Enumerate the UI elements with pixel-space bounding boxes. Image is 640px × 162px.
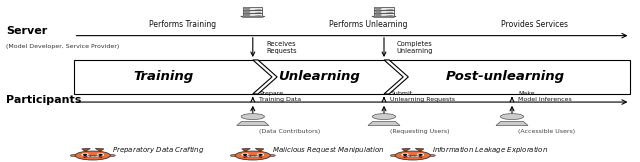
Bar xyxy=(87,156,90,157)
Text: Unlearning: Unlearning xyxy=(278,70,360,83)
Bar xyxy=(243,13,262,16)
Circle shape xyxy=(241,114,264,120)
Polygon shape xyxy=(82,148,90,151)
Circle shape xyxy=(427,154,435,157)
Bar xyxy=(91,156,95,157)
Circle shape xyxy=(107,154,115,157)
Bar xyxy=(243,7,262,10)
Polygon shape xyxy=(402,148,410,151)
Text: Provides Services: Provides Services xyxy=(501,20,568,29)
Circle shape xyxy=(376,8,381,9)
Circle shape xyxy=(390,154,399,157)
Polygon shape xyxy=(253,60,277,94)
Circle shape xyxy=(403,154,408,155)
Text: Training: Training xyxy=(133,70,193,83)
Text: (Accessible Users): (Accessible Users) xyxy=(518,129,575,134)
Circle shape xyxy=(396,151,431,160)
Text: Performs Unlearning: Performs Unlearning xyxy=(329,20,407,29)
Circle shape xyxy=(99,154,102,155)
Bar xyxy=(95,156,99,157)
Bar xyxy=(247,156,250,157)
Bar xyxy=(374,10,394,13)
Circle shape xyxy=(376,11,381,12)
Circle shape xyxy=(244,11,250,12)
Circle shape xyxy=(243,154,248,155)
Circle shape xyxy=(258,154,264,155)
Circle shape xyxy=(244,154,246,155)
Circle shape xyxy=(259,154,262,155)
Polygon shape xyxy=(242,148,250,151)
Circle shape xyxy=(244,14,250,15)
Text: Submit
Unlearning Requests: Submit Unlearning Requests xyxy=(390,91,456,102)
Text: $\it{Information\ Leakage\ Exploration}$: $\it{Information\ Leakage\ Exploration}$ xyxy=(432,144,548,155)
Polygon shape xyxy=(415,148,424,151)
Polygon shape xyxy=(237,122,269,126)
Text: (Model Developer, Service Provider): (Model Developer, Service Provider) xyxy=(6,45,120,49)
Circle shape xyxy=(372,114,396,120)
Polygon shape xyxy=(95,148,104,151)
Circle shape xyxy=(230,154,239,157)
Text: (Data Contributors): (Data Contributors) xyxy=(259,129,321,134)
Text: Post-unlearning: Post-unlearning xyxy=(446,70,565,83)
Circle shape xyxy=(418,154,424,155)
Circle shape xyxy=(70,154,79,157)
Circle shape xyxy=(236,151,271,160)
Circle shape xyxy=(419,154,422,155)
Bar xyxy=(374,7,394,10)
Text: Server: Server xyxy=(6,26,47,36)
Polygon shape xyxy=(496,122,528,126)
Circle shape xyxy=(267,154,275,157)
Bar xyxy=(251,156,255,157)
Text: Completes
Unlearning: Completes Unlearning xyxy=(397,41,433,54)
Bar xyxy=(243,10,262,13)
Text: Receives
Requests: Receives Requests xyxy=(266,41,297,54)
Circle shape xyxy=(244,8,250,9)
Text: (Requesting Users): (Requesting Users) xyxy=(390,129,450,134)
Bar xyxy=(411,156,415,157)
Circle shape xyxy=(98,154,104,155)
Polygon shape xyxy=(384,60,408,94)
Bar xyxy=(415,156,419,157)
Circle shape xyxy=(76,151,111,160)
Text: Participants: Participants xyxy=(6,95,82,105)
Polygon shape xyxy=(255,148,264,151)
Circle shape xyxy=(82,154,88,155)
Bar xyxy=(255,156,259,157)
Text: $\it{Preparatory\ Data\ Crafting}$: $\it{Preparatory\ Data\ Crafting}$ xyxy=(112,144,204,155)
Circle shape xyxy=(500,114,524,120)
Bar xyxy=(407,156,410,157)
Polygon shape xyxy=(241,16,265,17)
Circle shape xyxy=(84,154,86,155)
Text: Make
Model Inferences: Make Model Inferences xyxy=(518,91,572,102)
Bar xyxy=(74,60,630,94)
Text: Prepare
Training Data: Prepare Training Data xyxy=(259,91,301,102)
Text: Performs Training: Performs Training xyxy=(149,20,216,29)
Text: $\it{Malicious\ Request\ Manipulation}$: $\it{Malicious\ Request\ Manipulation}$ xyxy=(272,144,385,155)
Circle shape xyxy=(404,154,406,155)
Polygon shape xyxy=(372,16,396,17)
Circle shape xyxy=(376,14,381,15)
Bar xyxy=(374,13,394,16)
Polygon shape xyxy=(368,122,400,126)
